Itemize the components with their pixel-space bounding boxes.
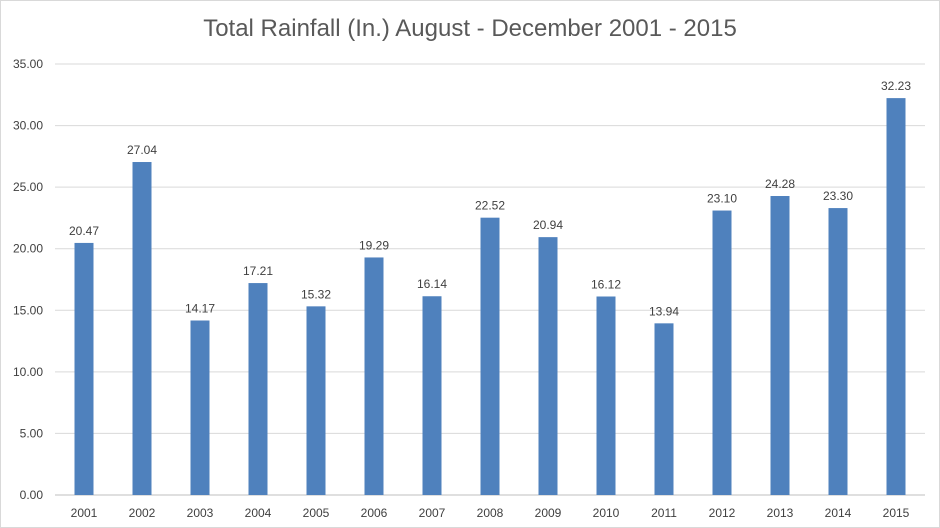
bar-2015 bbox=[886, 98, 906, 496]
data-label-2008: 22.52 bbox=[475, 199, 505, 213]
y-tick-label: 0.00 bbox=[20, 488, 44, 502]
bar-2003 bbox=[190, 320, 210, 495]
bar-2008 bbox=[480, 217, 500, 495]
data-label-2015: 32.23 bbox=[881, 79, 911, 93]
data-label-2013: 24.28 bbox=[765, 177, 795, 191]
y-tick-label: 30.00 bbox=[13, 119, 43, 133]
x-tick-label-2014: 2014 bbox=[825, 506, 852, 520]
bar-2014 bbox=[828, 208, 848, 495]
y-tick-label: 20.00 bbox=[13, 242, 43, 256]
data-label-2002: 27.04 bbox=[127, 143, 157, 157]
y-tick-label: 35.00 bbox=[13, 57, 43, 71]
bar-2012 bbox=[712, 210, 732, 496]
bar-2013 bbox=[770, 196, 790, 495]
y-axis-tick-labels: 0.00 5.00 10.00 15.00 20.00 25.00 30.00 35.00 bbox=[13, 57, 43, 502]
x-tick-label-2007: 2007 bbox=[419, 506, 446, 520]
x-tick-label-2010: 2010 bbox=[593, 506, 620, 520]
data-label-2011: 13.94 bbox=[649, 304, 679, 318]
bar-2009 bbox=[538, 237, 558, 495]
data-label-2010: 16.12 bbox=[591, 277, 621, 291]
x-tick-label-2008: 2008 bbox=[477, 506, 504, 520]
x-tick-label-2001: 2001 bbox=[71, 506, 98, 520]
x-tick-label-2009: 2009 bbox=[535, 506, 562, 520]
data-labels: 20.47 27.04 14.17 17.21 15.32 19.29 16.14 22.52… bbox=[69, 79, 911, 318]
bars bbox=[74, 98, 906, 496]
bar-2004 bbox=[248, 283, 268, 495]
bar-2005 bbox=[306, 306, 326, 495]
x-tick-label-2003: 2003 bbox=[187, 506, 214, 520]
x-tick-label-2011: 2011 bbox=[651, 506, 677, 520]
x-tick-label-2005: 2005 bbox=[303, 506, 330, 520]
x-tick-label-2013: 2013 bbox=[767, 506, 794, 520]
data-label-2009: 20.94 bbox=[533, 218, 563, 232]
bar-2002 bbox=[132, 162, 152, 495]
data-label-2004: 17.21 bbox=[243, 264, 273, 278]
data-label-2001: 20.47 bbox=[69, 224, 99, 238]
x-tick-label-2002: 2002 bbox=[129, 506, 156, 520]
x-tick-label-2015: 2015 bbox=[883, 506, 910, 520]
y-tick-label: 15.00 bbox=[13, 303, 43, 317]
bar-2011 bbox=[654, 323, 674, 495]
data-label-2005: 15.32 bbox=[301, 287, 331, 301]
x-tick-label-2004: 2004 bbox=[245, 506, 272, 520]
x-tick-label-2006: 2006 bbox=[361, 506, 388, 520]
x-tick-label-2012: 2012 bbox=[709, 506, 736, 520]
data-label-2003: 14.17 bbox=[185, 302, 215, 316]
data-label-2006: 19.29 bbox=[359, 238, 389, 252]
y-tick-label: 25.00 bbox=[13, 180, 43, 194]
y-tick-label: 10.00 bbox=[13, 365, 43, 379]
bar-2007 bbox=[422, 296, 442, 495]
chart-title: Total Rainfall (In.) August - December 2… bbox=[203, 15, 737, 42]
x-axis-tick-labels: 2001 2002 2003 2004 2005 2006 2007 2008 2009 2010… bbox=[71, 506, 910, 520]
y-tick-label: 5.00 bbox=[20, 426, 44, 440]
bar-2006 bbox=[364, 257, 384, 495]
data-label-2007: 16.14 bbox=[417, 277, 447, 291]
data-label-2012: 23.10 bbox=[707, 192, 737, 206]
bar-2010 bbox=[596, 296, 616, 495]
data-label-2014: 23.30 bbox=[823, 189, 853, 203]
bar-2001 bbox=[74, 242, 94, 495]
